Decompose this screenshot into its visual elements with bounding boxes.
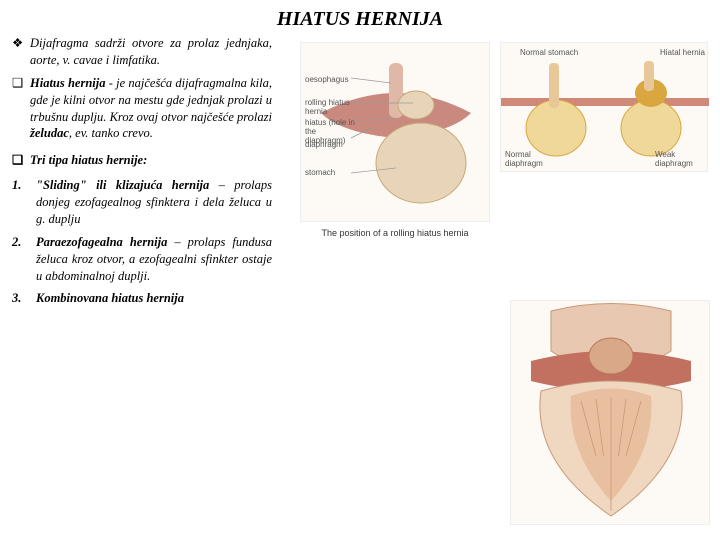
list-item: 3. Kombinovana hiatus hernija <box>12 290 272 307</box>
bullet-2-bold2: želudac <box>30 126 69 140</box>
bullet-2-tail: , ev. tanko crevo. <box>69 126 153 140</box>
diagram-label: diaphragm <box>305 140 343 149</box>
diagram-label: Normal stomach <box>520 48 578 57</box>
square-bullet-icon: ❑ <box>12 152 30 169</box>
list-item: 2. Paraezofagealna hernija – prolaps fun… <box>12 234 272 285</box>
numbered-list: 1. "Sliding" ili klizajuća hernija – pro… <box>12 177 272 307</box>
text-column: ❖ Dijafragma sadrži otvore za prolaz jed… <box>12 35 272 313</box>
diagram-cross-section <box>510 300 710 525</box>
item-number: 1. <box>12 177 36 228</box>
item-number: 2. <box>12 234 36 285</box>
diagram-label: Weak diaphragm <box>655 150 705 168</box>
square-bullet-icon: ❑ <box>12 75 30 143</box>
item-1-lead: "Sliding" ili klizajuća hernija <box>36 178 209 192</box>
bullet-2-text: Hiatus hernija - je najčešća dijafragmal… <box>30 75 272 143</box>
item-2-lead: Paraezofagealna hernija <box>36 235 167 249</box>
cross-section-illustration-icon <box>511 301 711 526</box>
item-3-text: Kombinovana hiatus hernija <box>36 290 272 307</box>
item-3-lead: Kombinovana hiatus hernija <box>36 291 184 305</box>
diamond-bullet-icon: ❖ <box>12 35 30 69</box>
bullet-1: ❖ Dijafragma sadrži otvore za prolaz jed… <box>12 35 272 69</box>
list-item: 1. "Sliding" ili klizajuća hernija – pro… <box>12 177 272 228</box>
bullet-2: ❑ Hiatus hernija - je najčešća dijafragm… <box>12 75 272 143</box>
bullet-2-lead: Hiatus hernija <box>30 76 105 90</box>
item-2-text: Paraezofagealna hernija – prolaps fundus… <box>36 234 272 285</box>
types-heading: ❑ Tri tipa hiatus hernije: <box>12 152 272 169</box>
diagram-label: stomach <box>305 168 335 177</box>
diagram-label: Hiatal hernia <box>660 48 705 57</box>
item-1-text: "Sliding" ili klizajuća hernija – prolap… <box>36 177 272 228</box>
diagram-label: rolling hiatus hernia <box>305 98 350 116</box>
types-heading-text: Tri tipa hiatus hernije: <box>30 152 147 169</box>
item-number: 3. <box>12 290 36 307</box>
page-title: HIATUS HERNIJA <box>0 0 720 35</box>
diagram-label: Normal diaphragm <box>505 150 555 168</box>
diagram-label: oesophagus <box>305 75 349 84</box>
bullet-1-text: Dijafragma sadrži otvore za prolaz jednj… <box>30 35 272 69</box>
diagram-caption: The position of a rolling hiatus hernia <box>300 228 490 238</box>
